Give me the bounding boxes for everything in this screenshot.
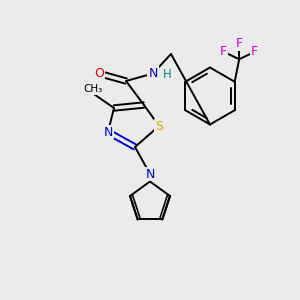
Text: O: O xyxy=(94,67,104,80)
Text: F: F xyxy=(220,45,227,58)
Text: N: N xyxy=(145,167,155,181)
Text: F: F xyxy=(236,37,243,50)
Text: N: N xyxy=(103,125,113,139)
Text: S: S xyxy=(155,119,163,133)
Text: CH₃: CH₃ xyxy=(83,84,103,94)
Text: N: N xyxy=(148,67,158,80)
Text: H: H xyxy=(163,68,172,81)
Text: F: F xyxy=(251,45,258,58)
